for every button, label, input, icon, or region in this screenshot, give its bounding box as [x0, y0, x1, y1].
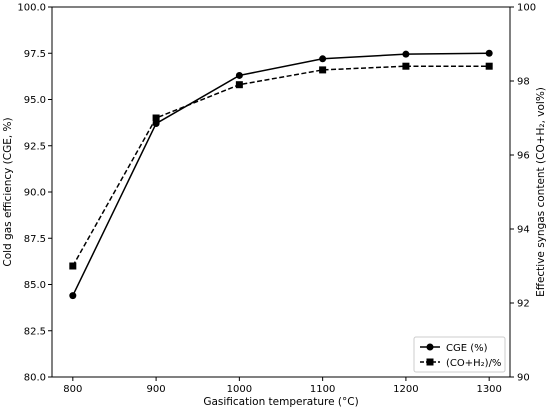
data-point-cge [402, 50, 410, 58]
legend: CGE (%) (CO+H₂)/% [413, 336, 506, 373]
series-line-cge [72, 52, 490, 296]
data-point-cge [69, 292, 77, 300]
legend-label-syngas: (CO+H₂)/% [446, 358, 501, 369]
legend-marker-cge [426, 343, 434, 351]
x-axis: 800 900 1000 1100 1200 1300 [63, 377, 502, 395]
x-tick-label: 1000 [227, 384, 252, 395]
x-tick-label: 800 [63, 384, 82, 395]
left-y-tick-label: 87.5 [24, 234, 46, 245]
right-y-tick-label: 100 [517, 3, 536, 14]
left-y-tick-label: 85.0 [24, 280, 46, 291]
data-point-syngas [69, 262, 77, 270]
right-y-tick-label: 96 [517, 151, 530, 162]
left-y-tick-label: 100.0 [17, 3, 46, 14]
x-tick-label: 1300 [476, 384, 501, 395]
data-point-syngas [319, 66, 327, 74]
right-y-tick-label: 90 [517, 373, 530, 384]
x-tick-label: 900 [147, 384, 166, 395]
left-y-tick-label: 92.5 [24, 141, 46, 152]
x-tick-label: 1100 [310, 384, 335, 395]
right-y-tick-label: 94 [517, 225, 530, 236]
left-y-axis-title: Cold gas efficiency (CGE, %) [2, 117, 14, 266]
legend-label-cge: CGE (%) [446, 343, 488, 354]
series-line-syngas [72, 65, 490, 267]
left-y-tick-label: 95.0 [24, 95, 46, 106]
legend-marker-syngas [426, 358, 434, 366]
x-tick-label: 1200 [393, 384, 418, 395]
right-y-tick-label: 92 [517, 299, 530, 310]
left-y-tick-label: 80.0 [24, 373, 46, 384]
left-y-tick-label: 97.5 [24, 49, 46, 60]
right-y-tick-label: 98 [517, 77, 530, 88]
data-point-cge [485, 49, 493, 57]
data-point-cge [319, 55, 327, 63]
series-layer [69, 49, 493, 300]
data-point-syngas [402, 62, 410, 70]
x-axis-title: Gasification temperature (°C) [203, 396, 358, 408]
left-y-tick-label: 90.0 [24, 188, 46, 199]
legend-box [413, 336, 506, 373]
right-y-axis: 90 92 94 96 98 100 [510, 3, 536, 384]
data-point-syngas [152, 114, 160, 122]
data-point-cge [235, 71, 243, 79]
left-y-tick-label: 82.5 [24, 326, 46, 337]
right-y-axis-title: Effective syngas content (CO+H₂, vol%) [535, 87, 547, 297]
left-y-axis: 80.0 82.5 85.0 87.5 90.0 92.5 95.0 97.5 100.0 [17, 3, 52, 384]
data-point-syngas [235, 81, 243, 89]
plot-frame [51, 6, 511, 378]
data-point-syngas [485, 62, 493, 70]
